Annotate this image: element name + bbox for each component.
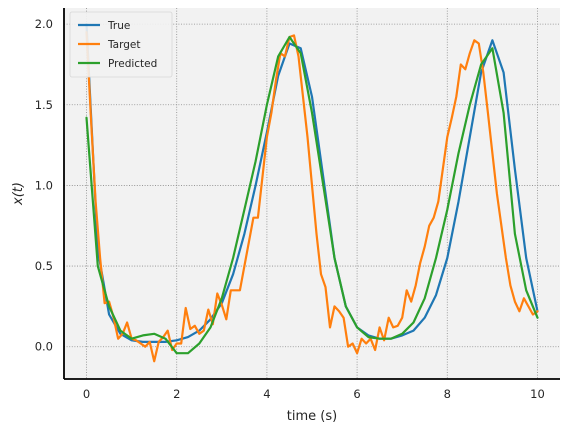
x-tick-label: 4	[263, 387, 270, 401]
y-tick-label: 0.0	[35, 340, 53, 354]
legend-entry-true: True	[107, 20, 130, 32]
y-tick-label: 1.0	[35, 178, 53, 192]
legend-box	[69, 11, 173, 78]
y-tick-label: 2.0	[35, 17, 53, 31]
axes	[63, 8, 560, 380]
legend: True Target Predicted	[69, 11, 173, 78]
y-axis-label: x(t)	[11, 182, 26, 206]
x-tick-label: 10	[530, 387, 545, 401]
x-tick-label: 6	[353, 387, 360, 401]
legend-entry-target: Target	[107, 39, 140, 51]
y-tick-label: 0.5	[35, 259, 53, 273]
x-tick-label: 8	[444, 387, 451, 401]
series-layer	[85, 23, 539, 363]
tick-labels: 0 2 4 6 8 10 0.0 0.5 1.0 1.5 2.0	[35, 17, 545, 401]
y-tick-label: 1.5	[35, 98, 53, 112]
series-line-target	[85, 31, 539, 363]
x-axis-label: time (s)	[287, 409, 337, 424]
x-tick-label: 2	[173, 387, 180, 401]
x-tick-label: 0	[83, 387, 90, 401]
legend-entry-predicted: Predicted	[108, 58, 157, 70]
series-line-predicted	[85, 35, 539, 355]
series-line-true	[85, 23, 539, 343]
